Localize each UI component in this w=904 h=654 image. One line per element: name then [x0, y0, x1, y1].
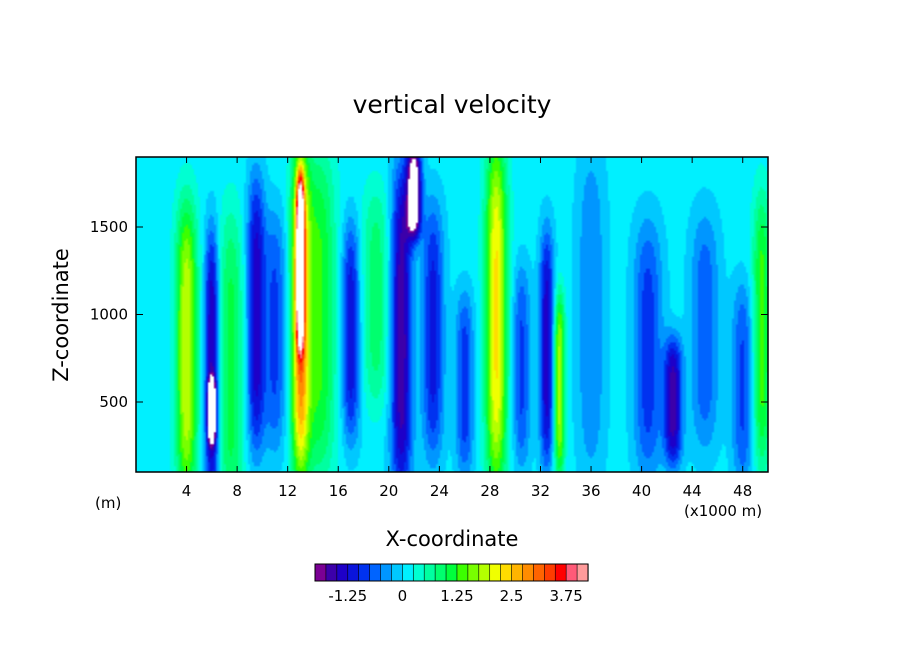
chart-title: vertical velocity: [353, 90, 552, 119]
colorbar-tick-label: 1.25: [440, 587, 473, 605]
colorbar-cell: [533, 563, 545, 582]
colorbar-tick-label: -1.25: [328, 587, 367, 605]
colorbar-cell: [336, 563, 349, 582]
colorbar-cell: [565, 563, 578, 582]
colorbar-cell: [511, 563, 524, 582]
y-tick-label: 1500: [90, 218, 128, 236]
colorbar-cell: [402, 563, 414, 582]
x-tick-label: 4: [182, 482, 192, 500]
x-tick-label: 40: [632, 482, 651, 500]
x-unit-left: (m): [95, 494, 121, 512]
colorbar-cell: [576, 563, 589, 582]
colorbar-cell: [380, 563, 393, 582]
y-axis-label: Z-coordinate: [49, 248, 73, 382]
x-tick-label: 48: [733, 482, 752, 500]
x-unit-right: (x1000 m): [684, 502, 762, 520]
x-tick-label: 36: [581, 482, 600, 500]
x-tick-label: 32: [531, 482, 550, 500]
colorbar-cell: [412, 563, 425, 582]
colorbar-cell: [391, 563, 403, 582]
plot-area: [135, 156, 769, 473]
colorbar-cell: [467, 563, 480, 582]
x-tick-label: 24: [430, 482, 449, 500]
colorbar-cell: [358, 563, 371, 582]
colorbar-cell: [347, 563, 360, 582]
colorbar-frame: [314, 563, 589, 582]
colorbar-tick-label: 2.5: [500, 587, 524, 605]
colorbar-cell: [423, 563, 436, 582]
colorbar-cell: [554, 563, 567, 582]
x-tick-label: 28: [480, 482, 499, 500]
colorbar-cells: [314, 563, 589, 582]
colorbar-cell: [456, 563, 469, 582]
colorbar: -1.25 0 1.25 2.5 3.75: [314, 563, 589, 605]
y-axis-ticks: 500 1000 1500: [90, 218, 768, 411]
colorbar-cell: [544, 563, 556, 582]
x-tick-label: 20: [379, 482, 398, 500]
x-tick-label: 16: [329, 482, 348, 500]
x-tick-label: 44: [683, 482, 702, 500]
colorbar-cell: [434, 563, 447, 582]
colorbar-tick-label: 3.75: [549, 587, 582, 605]
colorbar-cell: [325, 563, 338, 582]
colorbar-tick-label: 0: [398, 587, 408, 605]
x-tick-label: 12: [278, 482, 297, 500]
colorbar-cell: [445, 563, 458, 582]
x-axis-label: X-coordinate: [386, 527, 519, 551]
y-tick-label: 1000: [90, 306, 128, 324]
colorbar-cell: [314, 563, 327, 582]
y-tick-label: 500: [99, 393, 128, 411]
colorbar-cell: [489, 563, 502, 582]
colorbar-cell: [478, 563, 491, 582]
x-tick-label: 8: [232, 482, 242, 500]
colorbar-cell: [500, 563, 513, 582]
colorbar-cell: [369, 563, 382, 582]
colorbar-labels: -1.25 0 1.25 2.5 3.75: [328, 587, 583, 605]
heatmap-field: [136, 157, 768, 472]
x-axis-ticks: 4 8 12 16 20 24 28 32 36 40 44 48: [182, 157, 752, 500]
colorbar-cell: [522, 563, 534, 582]
